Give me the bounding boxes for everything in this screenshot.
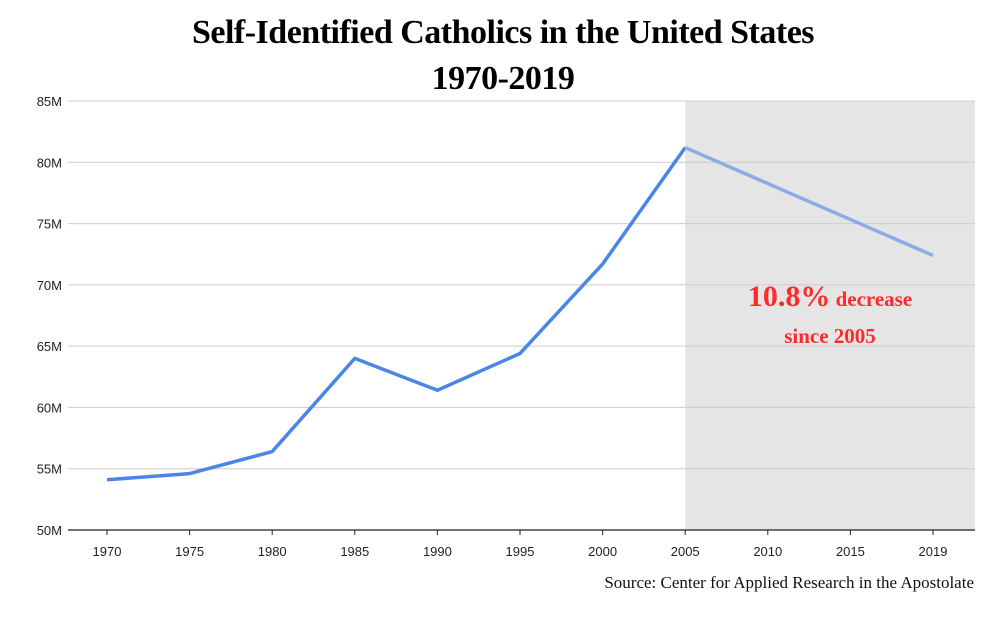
title-line: Self-Identified Catholics in the United … <box>191 14 815 51</box>
x-tick-label: 2010 <box>753 544 782 559</box>
x-tick-label: 1990 <box>423 544 452 559</box>
x-tick-label: 1985 <box>340 544 369 559</box>
series-line <box>106 146 687 482</box>
x-tick-label: 1970 <box>93 544 122 559</box>
annotation-line1: 10.8% decrease <box>748 280 912 313</box>
x-tick-label: 2019 <box>919 544 948 559</box>
source-note: Source: Center for Applied Research in t… <box>604 573 974 592</box>
x-tick-label: 1975 <box>175 544 204 559</box>
chart-title: Self-Identified Catholics in the United … <box>0 10 1006 102</box>
y-tick-label: 60M <box>37 400 62 415</box>
shaded-region <box>685 101 975 530</box>
series-line-after-2005 <box>684 145 934 258</box>
x-tick-label: 2000 <box>588 544 617 559</box>
y-tick-label: 65M <box>37 339 62 354</box>
subtitle-line: 1970-2019 <box>431 60 575 97</box>
x-tick-label: 2015 <box>836 544 865 559</box>
y-tick-label: 50M <box>37 523 62 538</box>
y-tick-label: 85M <box>37 94 62 109</box>
annotation-decrease: decrease <box>830 287 912 311</box>
y-tick-label: 75M <box>37 217 62 232</box>
x-tick-label: 1980 <box>258 544 287 559</box>
annotation-line2: since 2005 <box>784 324 876 348</box>
annotation-percent: 10.8% <box>748 280 831 313</box>
x-tick-label: 2005 <box>671 544 700 559</box>
y-tick-label: 70M <box>37 278 62 293</box>
y-tick-label: 80M <box>37 155 62 170</box>
x-tick-label: 1995 <box>506 544 535 559</box>
y-tick-label: 55M <box>37 462 62 477</box>
